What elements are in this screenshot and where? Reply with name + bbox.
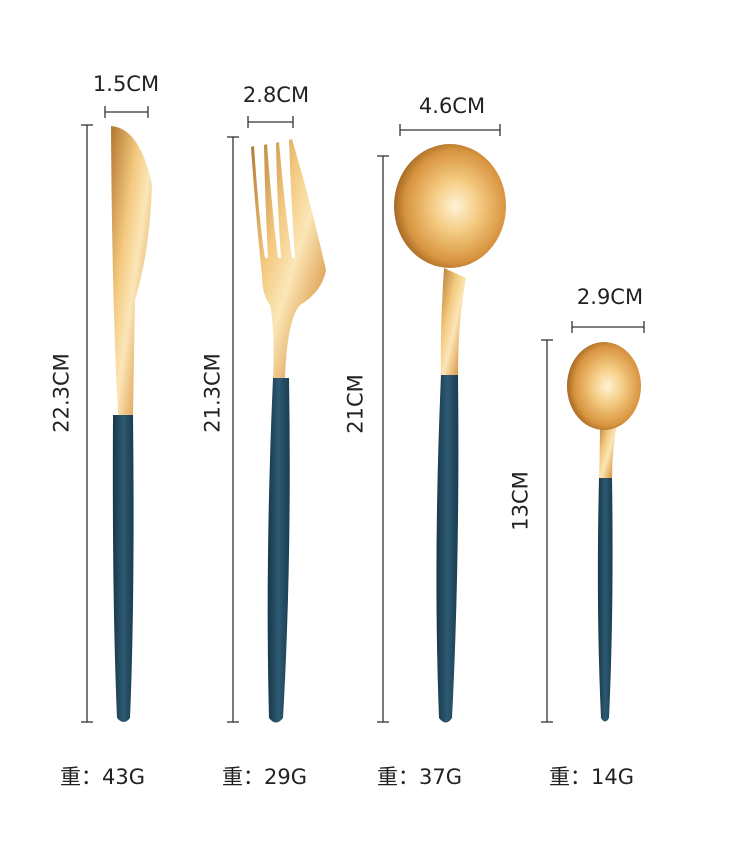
fork-width-label: 2.8CM (242, 83, 310, 107)
spoon-width-label: 4.6CM (418, 94, 486, 118)
dimension-lines (81, 106, 645, 723)
knife-weight-label: 重：43G (60, 765, 145, 789)
teaspoon-length-line (541, 339, 553, 723)
teaspoon-weight-label: 重：14G (549, 765, 634, 789)
teaspoon-length-label: 13CM (508, 471, 533, 531)
spoon-weight-label: 重：37G (377, 765, 462, 789)
fork-width-line (247, 116, 294, 128)
fork-length-label: 21.3CM (200, 353, 225, 433)
knife (111, 126, 152, 722)
spoon (394, 144, 506, 723)
knife-width-label: 1.5CM (92, 72, 160, 96)
spoon-length-label: 21CM (343, 374, 368, 434)
spoon-length-line (377, 155, 389, 723)
knife-length-label: 22.3CM (49, 353, 74, 433)
fork-length-line (227, 136, 239, 723)
fork-weight-label: 重：29G (222, 765, 307, 789)
spoon-width-line (399, 124, 501, 136)
teaspoon-width-line (571, 321, 645, 333)
teaspoon-width-label: 2.9CM (576, 285, 644, 309)
fork (251, 139, 326, 723)
knife-length-line (81, 124, 93, 723)
teaspoon (567, 342, 641, 722)
knife-width-line (104, 106, 149, 118)
